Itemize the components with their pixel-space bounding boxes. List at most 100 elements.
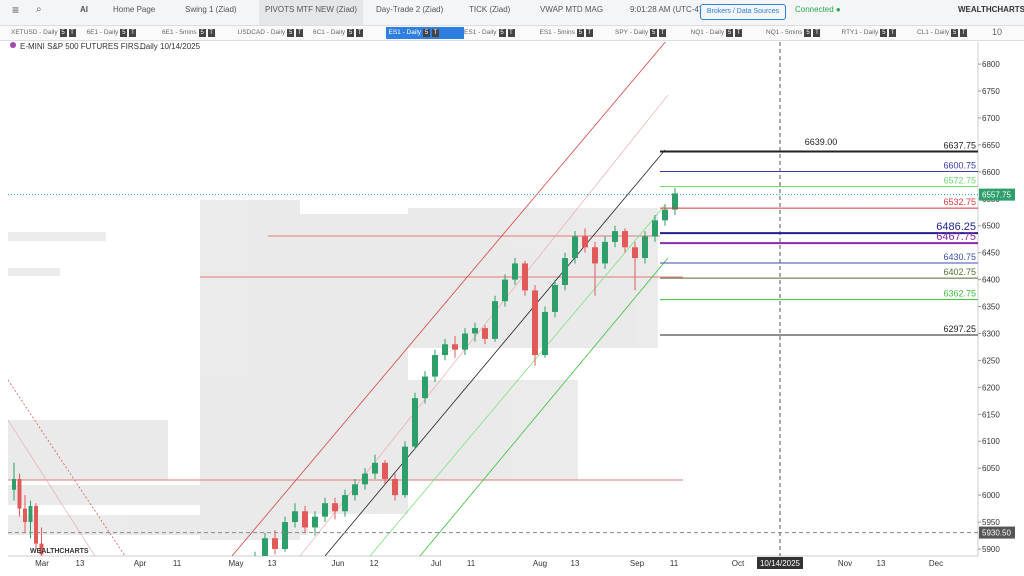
- price-level-label: 6600.75: [943, 160, 976, 170]
- badge: T: [68, 29, 76, 37]
- candle-body: [442, 344, 448, 356]
- y-tick-label: 6250: [982, 356, 1000, 365]
- menu-icon[interactable]: ≡: [12, 3, 20, 17]
- last-price-tag: [979, 188, 1015, 201]
- marker-tag: [979, 526, 1015, 539]
- status-text: Connected: [795, 5, 834, 14]
- price-level-label: 6572.75: [943, 176, 976, 186]
- symbol-tab[interactable]: NQ1 - Daily 5 T: [688, 27, 766, 39]
- channel-line: [324, 149, 666, 556]
- workspace-tab[interactable]: PIVOTS MTF NEW (Ziad): [259, 0, 363, 25]
- y-tick-label: 6600: [982, 168, 1000, 177]
- candle-body: [572, 236, 578, 259]
- price-level-label: 6362.75: [943, 289, 976, 299]
- x-tick-label: Mar: [35, 559, 49, 568]
- badge: 5: [59, 29, 67, 37]
- candle-body: [512, 263, 518, 280]
- symbol-tab[interactable]: SPY - Daily 5 T: [612, 27, 690, 39]
- workspace-tab[interactable]: Home Page: [113, 5, 156, 14]
- y-tick-label: 6500: [982, 222, 1000, 231]
- candle-body: [592, 247, 598, 264]
- x-tick-label: 13: [571, 559, 580, 568]
- symbol-dot: [10, 42, 16, 48]
- price-level-label: 6637.75: [943, 141, 976, 151]
- candle-body: [262, 538, 268, 556]
- watermark: WEALTHCHARTS: [30, 548, 89, 555]
- symbol-name: XETUSD - Daily: [11, 29, 58, 36]
- badge: T: [960, 29, 968, 37]
- candle-body: [332, 503, 338, 512]
- brokers-button[interactable]: Brokers / Data Sources: [700, 4, 786, 20]
- chart-interval: Daily: [140, 42, 158, 51]
- x-tick-label: Sep: [630, 559, 645, 568]
- x-tick-label: 11: [467, 559, 476, 568]
- plot: [8, 42, 978, 576]
- candle-body: [422, 376, 428, 399]
- price-level-label: 6297.25: [943, 324, 976, 334]
- candle-body: [662, 209, 668, 221]
- candle-body: [502, 279, 508, 302]
- y-tick-label: 6300: [982, 329, 1000, 338]
- symbol-tab[interactable]: XETUSD - Daily 5 T: [8, 27, 86, 39]
- x-tick-label: 12: [370, 559, 379, 568]
- badge: T: [129, 29, 137, 37]
- channel-line: [419, 257, 669, 556]
- candle-body: [542, 311, 548, 356]
- badge: T: [585, 29, 593, 37]
- symbol-tab[interactable]: 6E1 - Daily 5 T: [84, 27, 162, 39]
- candle-body: [492, 301, 498, 339]
- workspace-tab[interactable]: Day-Trade 2 (Ziad): [376, 5, 444, 14]
- candle-body: [552, 284, 558, 312]
- symbol-tab[interactable]: 6E1 - 5mins 5 T: [159, 27, 237, 39]
- symbol-tab[interactable]: NQ1 - 5mins 5 T: [763, 27, 841, 39]
- channel-line: [231, 42, 666, 556]
- x-tick-label: 11: [173, 559, 182, 568]
- search-icon[interactable]: ⌕: [36, 4, 42, 15]
- badge: T: [813, 29, 821, 37]
- marker-label: 5930.50: [982, 529, 1011, 538]
- candle-body: [272, 538, 278, 549]
- ai-button[interactable]: AI: [80, 5, 88, 14]
- x-tick-label: Oct: [732, 559, 745, 568]
- watchlist: XETUSD - Daily 5 T 6E1 - Daily 5 T 6E1 - 5mins…: [0, 26, 1024, 41]
- last-price-label: 6557.75: [982, 191, 1011, 200]
- y-tick-label: 6050: [982, 464, 1000, 473]
- candle-body: [432, 355, 438, 377]
- candle-body: [412, 398, 418, 447]
- symbol-name: 6E1 - Daily: [86, 29, 119, 36]
- symbol-tab[interactable]: ES1 - Daily 5 T: [461, 27, 539, 39]
- symbol-name: ES1 - 5mins: [539, 29, 575, 36]
- badge: 5: [347, 29, 355, 37]
- workspace-tab[interactable]: VWAP MTD MAG: [540, 5, 604, 14]
- workspace-tab[interactable]: Swing 1 (Ziad): [185, 5, 237, 14]
- badge: T: [507, 29, 515, 37]
- candle-body: [472, 328, 478, 334]
- candle-body: [482, 328, 488, 339]
- x-tick-label: Jun: [332, 559, 345, 568]
- y-tick-label: 5950: [982, 518, 1000, 527]
- symbol-tab[interactable]: CL1 - Daily 5 T: [914, 27, 992, 39]
- price-level-label: 6402.75: [943, 267, 976, 277]
- more-count[interactable]: 10: [992, 27, 1003, 37]
- symbol-tab[interactable]: ES1 - 5mins 5 T: [537, 27, 615, 39]
- x-tick-label: Nov: [838, 559, 852, 568]
- symbol-tab[interactable]: USDCAD - Daily 5 T: [235, 27, 313, 39]
- price-level-label: 6532.75: [943, 197, 976, 207]
- y-tick-label: 6650: [982, 141, 1000, 150]
- logo: WEALTHCHARTS: [958, 5, 1024, 14]
- channel-line: [8, 419, 96, 556]
- symbol-tab[interactable]: RTY1 - Daily 5 T: [839, 27, 917, 39]
- symbol-name: ES1 - Daily: [464, 29, 497, 36]
- candle-body: [28, 505, 33, 523]
- workspace-tab[interactable]: TICK (Ziad): [469, 5, 511, 14]
- channel-line: [8, 379, 126, 556]
- y-tick-label: 5900: [982, 545, 1000, 554]
- badge: T: [356, 29, 364, 37]
- candle-body: [242, 571, 248, 576]
- candle-body: [672, 193, 678, 210]
- symbol-tab[interactable]: ES1 - Daily 5 T: [385, 27, 464, 39]
- symbol-tab[interactable]: 6C1 - Daily 5 T: [310, 27, 388, 39]
- badge: 5: [120, 29, 128, 37]
- status: Connected ●: [795, 5, 841, 14]
- symbol-name: 6E1 - 5mins: [162, 29, 197, 36]
